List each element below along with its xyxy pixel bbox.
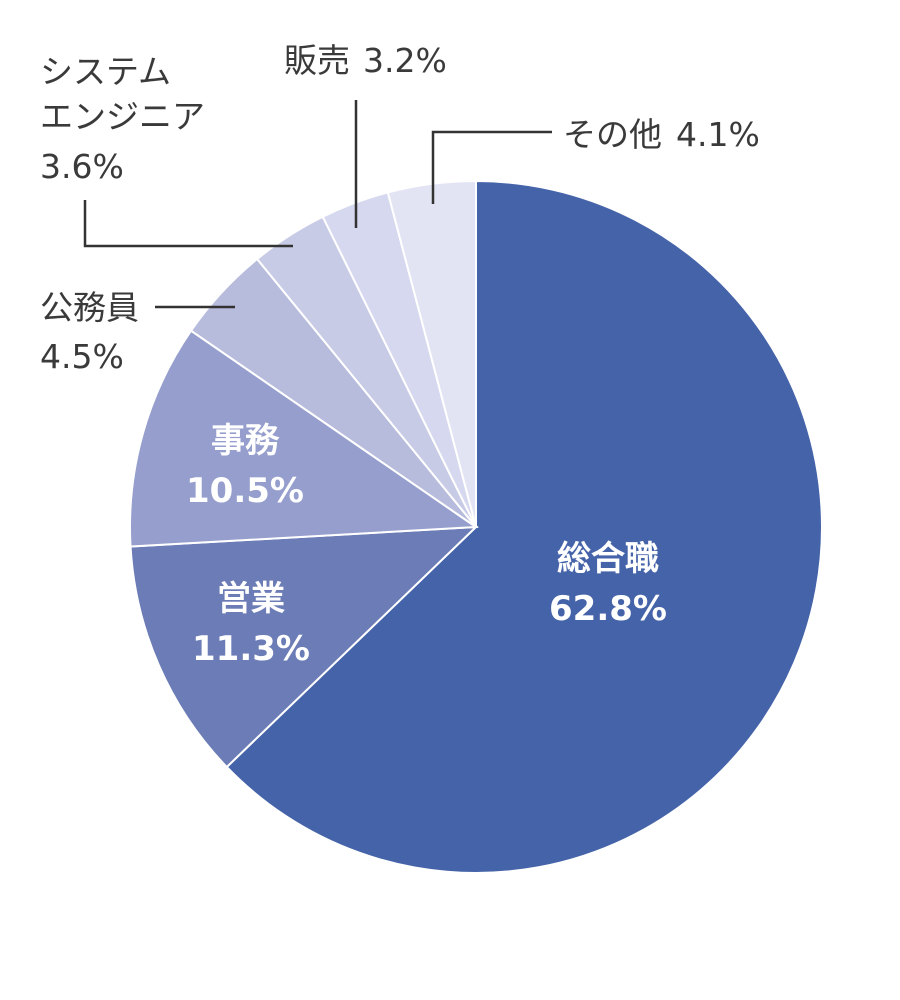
pie-slice-2	[129, 329, 479, 548]
label-hanbai: 販売	[284, 41, 350, 80]
value-jimu: 10.5%	[186, 471, 304, 511]
pie-slices	[129, 179, 823, 874]
pie-slice-6	[386, 179, 477, 528]
label-jimu: 事務	[211, 421, 280, 461]
label-system-line2: エンジニア	[40, 97, 205, 136]
label-sonota: その他	[563, 115, 662, 154]
value-hanbai: 3.2%	[363, 41, 447, 80]
pie-slice-0	[225, 179, 823, 874]
leader-line-sonota	[431, 130, 552, 204]
label-sougoushoku: 総合職	[557, 539, 659, 579]
leader-line-system-engineer	[83, 200, 293, 248]
value-system: 3.6%	[40, 147, 124, 186]
value-koumuin: 4.5%	[40, 337, 124, 376]
label-system-line1: システム	[40, 52, 171, 91]
label-eigyou: 営業	[217, 579, 285, 619]
pie-slice-1	[129, 525, 479, 769]
value-sougoushoku: 62.8%	[549, 589, 667, 629]
value-eigyou: 11.3%	[192, 629, 310, 669]
label-koumuin: 公務員	[40, 288, 139, 327]
value-sonota: 4.1%	[676, 115, 760, 154]
